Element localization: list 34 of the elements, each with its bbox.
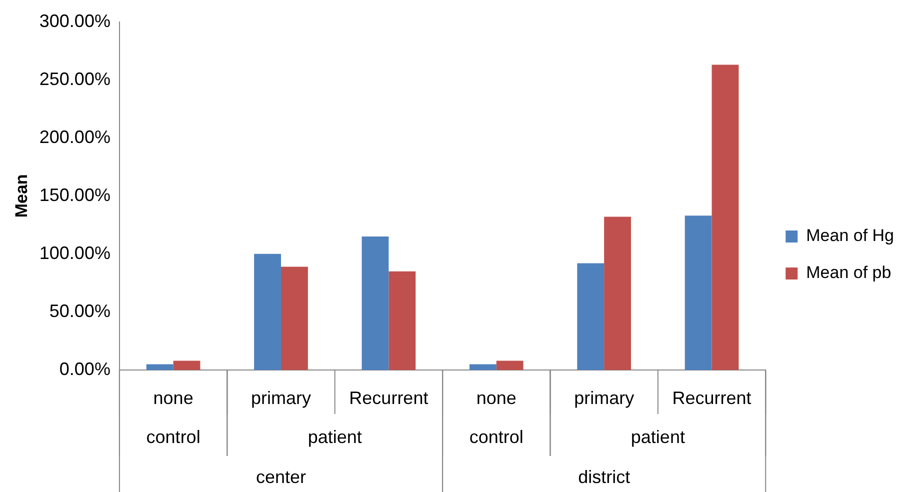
- x-tick-label: none: [153, 388, 194, 408]
- y-tick-label: 300.00%: [39, 10, 110, 31]
- bar: [281, 266, 308, 370]
- bar: [604, 216, 632, 370]
- bar: [577, 263, 604, 370]
- x-tick-label: none: [476, 388, 516, 408]
- text: control: [469, 426, 524, 447]
- text: control: [146, 426, 200, 447]
- bar: [684, 216, 712, 370]
- legend-label: Mean of Hg: [806, 226, 894, 246]
- y-tick-label: 0.00%: [59, 358, 110, 379]
- bar: [254, 254, 281, 370]
- y-tick-label: 200.00%: [39, 126, 110, 147]
- text: center: [256, 466, 306, 487]
- y-tick-label: 50.00%: [49, 300, 110, 321]
- legend-label: Mean of pb: [806, 263, 892, 282]
- bar: [388, 271, 416, 370]
- bar: [146, 364, 174, 370]
- x-tick-label: Recurrent: [349, 388, 428, 408]
- text: district: [578, 466, 630, 487]
- x-tick-label: Recurrent: [672, 388, 752, 408]
- y-tick-label: 150.00%: [39, 184, 110, 205]
- text: patient: [630, 426, 685, 447]
- y-tick-label: 100.00%: [39, 242, 110, 263]
- bar: [496, 360, 524, 370]
- bar: [362, 236, 389, 370]
- y-axis-title: Mean: [12, 174, 31, 218]
- x-tick-label: primary: [574, 388, 634, 408]
- text: patient: [308, 426, 362, 447]
- bar: [173, 360, 200, 370]
- x-tick-label: primary: [250, 388, 312, 408]
- bar: [712, 64, 739, 370]
- y-tick-label: 250.00%: [39, 68, 110, 89]
- bar: [469, 364, 496, 370]
